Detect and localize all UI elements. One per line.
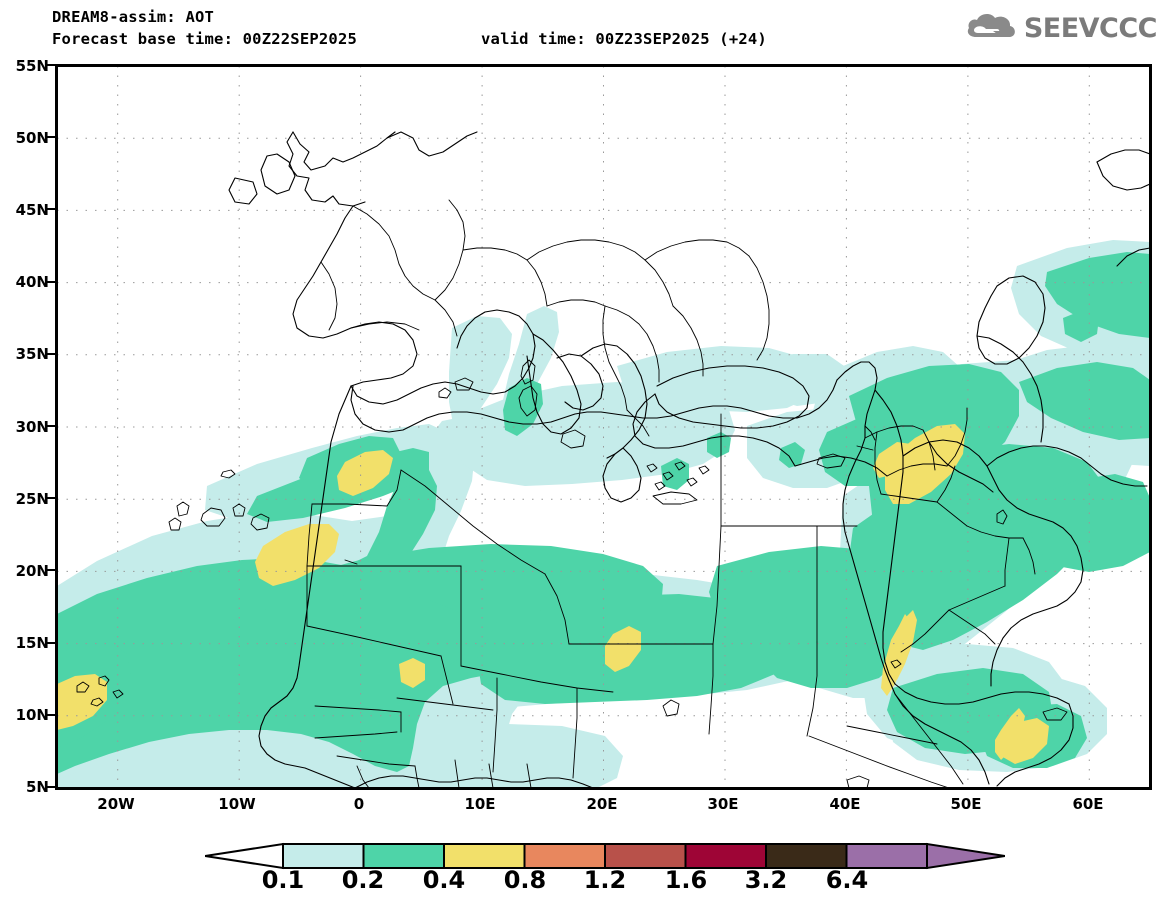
- cloud-icon: [966, 11, 1018, 45]
- colorbar-tick-label: 0.1: [261, 866, 305, 894]
- colorbar-over-arrow: [926, 842, 1005, 870]
- x-tick-label: 20W: [97, 795, 135, 813]
- colorbar-segment: [765, 843, 848, 869]
- colorbar-tick-label: 1.6: [664, 866, 708, 894]
- y-tick: [46, 136, 55, 138]
- y-tick-label: 5N: [26, 778, 49, 796]
- colorbar-tick-label: 1.2: [583, 866, 627, 894]
- x-tick-label: 40E: [829, 795, 861, 813]
- aot-contour-map: [57, 66, 1150, 788]
- colorbar-under-arrow: [205, 842, 284, 870]
- y-tick-label: 15N: [15, 634, 49, 652]
- colorbar-segment: [362, 843, 445, 869]
- y-tick: [46, 281, 55, 283]
- colorbar-tick-label: 6.4: [825, 866, 869, 894]
- y-tick-label: 30N: [15, 418, 49, 436]
- colorbar-tick-labels: 0.1 0.2 0.4 0.8 1.2 1.6 3.2 6.4: [205, 866, 1005, 900]
- colorbar-segment: [443, 843, 526, 869]
- y-tick: [46, 64, 55, 66]
- base-time-label: Forecast base time: 00Z22SEP2025: [52, 30, 358, 48]
- y-tick: [46, 353, 55, 355]
- colorbar-tick-label: 0.4: [422, 866, 466, 894]
- y-tick-label: 35N: [15, 345, 49, 363]
- seevccc-logo: SEEVCCC: [966, 10, 1158, 46]
- x-tick-label: 10W: [218, 795, 256, 813]
- y-tick-label: 40N: [15, 273, 49, 291]
- y-tick: [46, 569, 55, 571]
- valid-time-label: valid time: 00Z23SEP2025 (+24): [481, 30, 767, 48]
- y-tick: [46, 497, 55, 499]
- y-tick-label: 50N: [15, 129, 49, 147]
- x-tick-label: 30E: [707, 795, 739, 813]
- colorbar-swatches: [205, 842, 1005, 870]
- x-tick-label: 60E: [1072, 795, 1104, 813]
- gridlines: [57, 66, 1150, 788]
- x-tick-label: 20E: [586, 795, 618, 813]
- y-tick: [46, 714, 55, 716]
- coastline-layer: [76, 131, 1150, 788]
- colorbar-tick-label: 0.2: [341, 866, 385, 894]
- y-tick: [46, 208, 55, 210]
- colorbar-segment: [604, 843, 687, 869]
- colorbar-segment: [845, 843, 928, 869]
- y-tick: [46, 786, 55, 788]
- colorbar-segment: [282, 843, 365, 869]
- y-tick-label: 20N: [15, 562, 49, 580]
- y-tick-label: 10N: [15, 706, 49, 724]
- y-tick-label: 25N: [15, 490, 49, 508]
- colorbar-segment: [684, 843, 767, 869]
- page-title: DREAM8-assim: AOT: [52, 8, 215, 26]
- y-tick: [46, 425, 55, 427]
- logo-text: SEEVCCC: [1023, 12, 1158, 44]
- colorbar: [205, 841, 1005, 871]
- x-tick-label: 10E: [464, 795, 496, 813]
- contour-fill-layer: [57, 240, 1150, 788]
- y-tick-label: 55N: [15, 57, 49, 75]
- colorbar-segment: [523, 843, 606, 869]
- y-tick-label: 45N: [15, 201, 49, 219]
- y-tick: [46, 642, 55, 644]
- x-tick-label: 0: [353, 795, 365, 813]
- colorbar-tick-label: 3.2: [744, 866, 788, 894]
- colorbar-tick-label: 0.8: [503, 866, 547, 894]
- map-plot-area: [55, 64, 1152, 790]
- x-tick-label: 50E: [950, 795, 982, 813]
- chart-header: DREAM8-assim: AOT Forecast base time: 00…: [0, 0, 1165, 62]
